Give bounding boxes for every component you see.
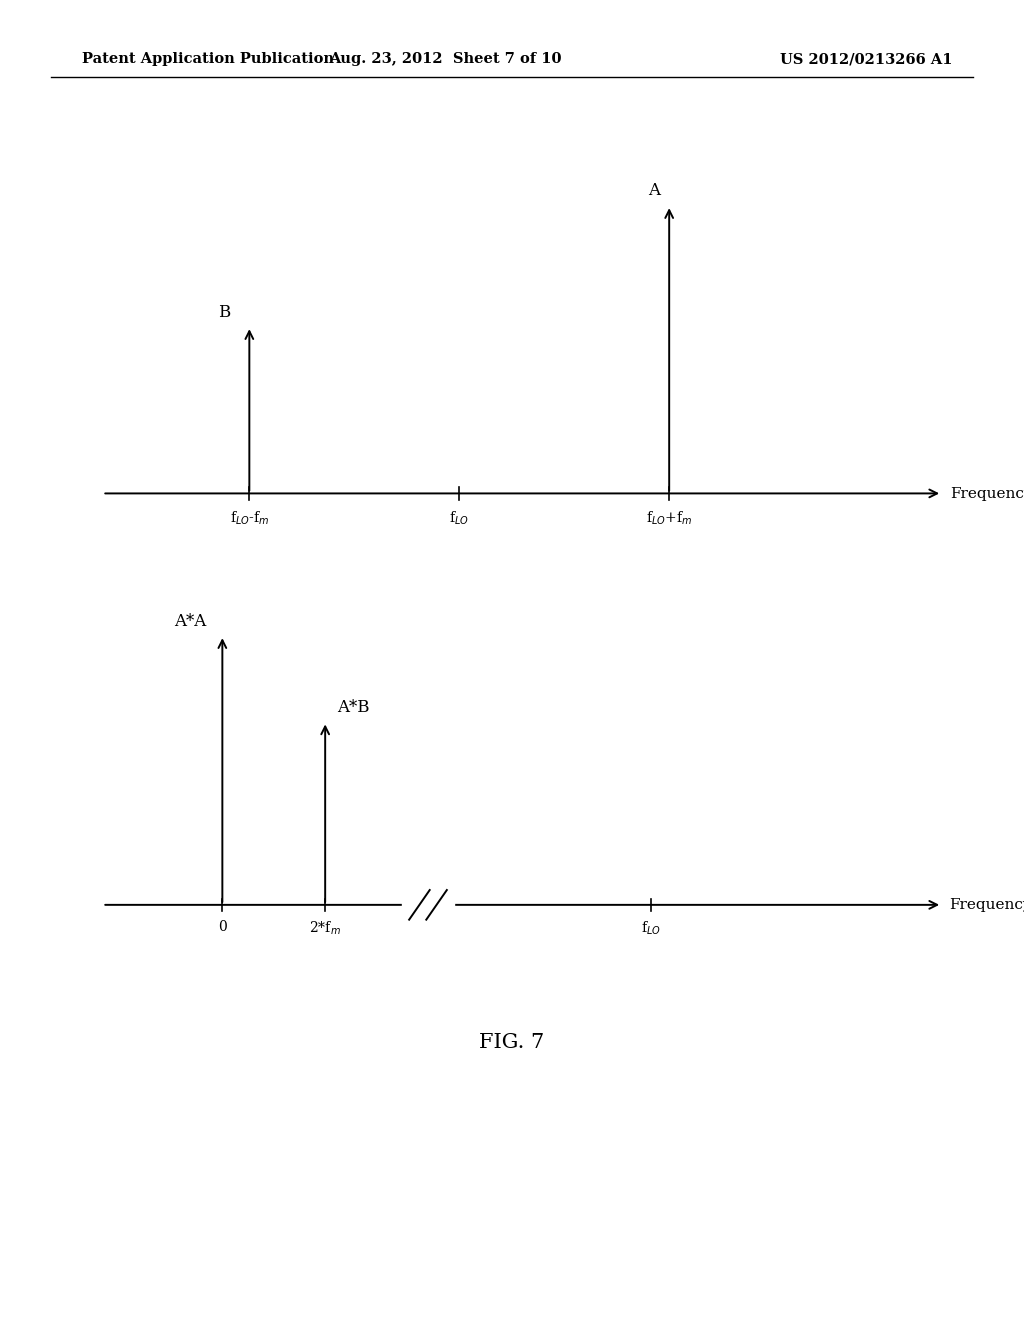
Text: US 2012/0213266 A1: US 2012/0213266 A1 (780, 53, 952, 66)
Text: FIG. 7: FIG. 7 (479, 1034, 545, 1052)
Text: B: B (218, 304, 230, 321)
Text: A: A (648, 182, 660, 199)
Text: f$_{LO}$+f$_{m}$: f$_{LO}$+f$_{m}$ (646, 510, 692, 527)
Text: Aug. 23, 2012  Sheet 7 of 10: Aug. 23, 2012 Sheet 7 of 10 (329, 53, 562, 66)
Text: Frequency(Hz): Frequency(Hz) (950, 486, 1024, 500)
Text: 2*f$_{m}$: 2*f$_{m}$ (309, 920, 341, 937)
Text: Frequency(Hz): Frequency(Hz) (949, 898, 1024, 912)
Text: f$_{LO}$: f$_{LO}$ (450, 510, 469, 527)
Text: f$_{LO}$: f$_{LO}$ (641, 920, 660, 937)
Text: A*B: A*B (337, 700, 370, 717)
Text: Patent Application Publication: Patent Application Publication (82, 53, 334, 66)
Text: 0: 0 (218, 920, 226, 933)
Text: f$_{LO}$-f$_{m}$: f$_{LO}$-f$_{m}$ (229, 510, 269, 527)
Text: A*A: A*A (174, 612, 207, 630)
